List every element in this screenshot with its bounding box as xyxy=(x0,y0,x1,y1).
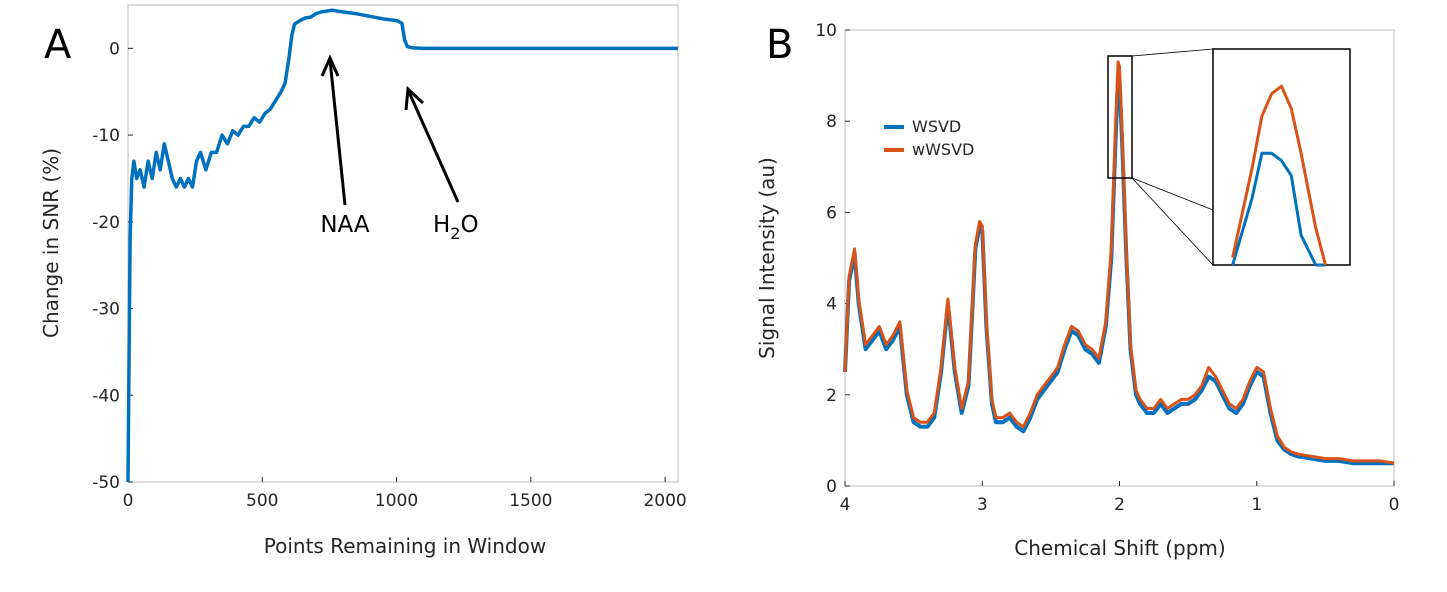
panel-a-letter: A xyxy=(44,22,72,68)
panel-b-xtick-label: 0 xyxy=(1389,495,1400,515)
panel-b-xtick-label: 2 xyxy=(1114,495,1125,515)
panel-a-xlabel: Points Remaining in Window xyxy=(264,534,546,558)
h2o-label-o: O xyxy=(460,212,478,238)
panel-a-ylabel: Change in SNR (%) xyxy=(39,148,63,338)
panel-b-xtick-label: 1 xyxy=(1251,495,1262,515)
panel-a-xtick-label: 1000 xyxy=(375,491,418,511)
naa-arrow-shaft xyxy=(328,59,347,206)
panel-a: A 0 500 1000 1500 2000 -50 -40 -30 -20 -10 0 Point… xyxy=(39,4,687,558)
panel-a-ytick-label: -40 xyxy=(92,386,120,406)
panel-b-xtick-label: 3 xyxy=(977,495,988,515)
panel-b-ytick-label: 10 xyxy=(815,21,837,41)
h2o-label-h: H xyxy=(433,212,450,238)
panel-b-letter: B xyxy=(766,22,793,68)
panel-b-ytick-label: 2 xyxy=(826,386,837,406)
zoom-region-box xyxy=(1107,55,1133,179)
panel-a-ytick-label: -30 xyxy=(92,300,120,320)
panel-b-xlabel: Chemical Shift (ppm) xyxy=(1014,536,1225,560)
panel-b-ytick-label: 0 xyxy=(826,477,837,497)
panel-a-xtick-label: 500 xyxy=(246,491,278,511)
panel-a-ytick-label: -50 xyxy=(92,473,120,493)
panel-a-ytick-label: -10 xyxy=(92,126,120,146)
inset-wwsvd-line xyxy=(1231,84,1327,266)
zoom-connector-top xyxy=(1131,48,1214,57)
naa-label: NAA xyxy=(320,212,370,238)
h2o-label: H2O xyxy=(433,212,479,243)
legend-wsvd-label: WSVD xyxy=(912,117,961,136)
h2o-arrow-shaft xyxy=(407,91,460,203)
legend: WSVD wWSVD xyxy=(884,117,974,159)
naa-arrow-head xyxy=(320,54,340,77)
panel-a-axes-box xyxy=(127,4,679,483)
panel-a-ytick-label: 0 xyxy=(109,39,120,59)
wsvd-line xyxy=(843,73,1394,466)
panel-b-ytick-label: 6 xyxy=(826,203,837,223)
panel-b-ylabel: Signal Intensity (au) xyxy=(755,157,779,359)
panel-a-xtick-label: 0 xyxy=(123,491,134,511)
zoom-connector-mid xyxy=(1131,177,1214,211)
panel-a-xtick-label: 1500 xyxy=(509,491,552,511)
panel-b-ytick-label: 8 xyxy=(826,112,837,132)
inset-wsvd-line xyxy=(1231,151,1326,267)
legend-wwsvd-label: wWSVD xyxy=(912,140,974,159)
panel-a-ticks: 0 500 1000 1500 2000 -50 -40 -30 -20 -10 0 xyxy=(92,39,687,511)
inset-box xyxy=(1212,48,1351,266)
panel-a-xtick-label: 2000 xyxy=(643,491,686,511)
h2o-arrow-head xyxy=(404,85,425,111)
zoom-connector-bottom xyxy=(1131,177,1214,266)
panel-a-ytick-label: -20 xyxy=(92,213,120,233)
panel-b-xtick-label: 4 xyxy=(840,495,851,515)
panel-b-ytick-label: 4 xyxy=(826,295,837,315)
wwsvd-line xyxy=(843,60,1395,465)
panel-a-snr-line xyxy=(126,8,678,483)
h2o-label-subscript: 2 xyxy=(450,224,460,243)
